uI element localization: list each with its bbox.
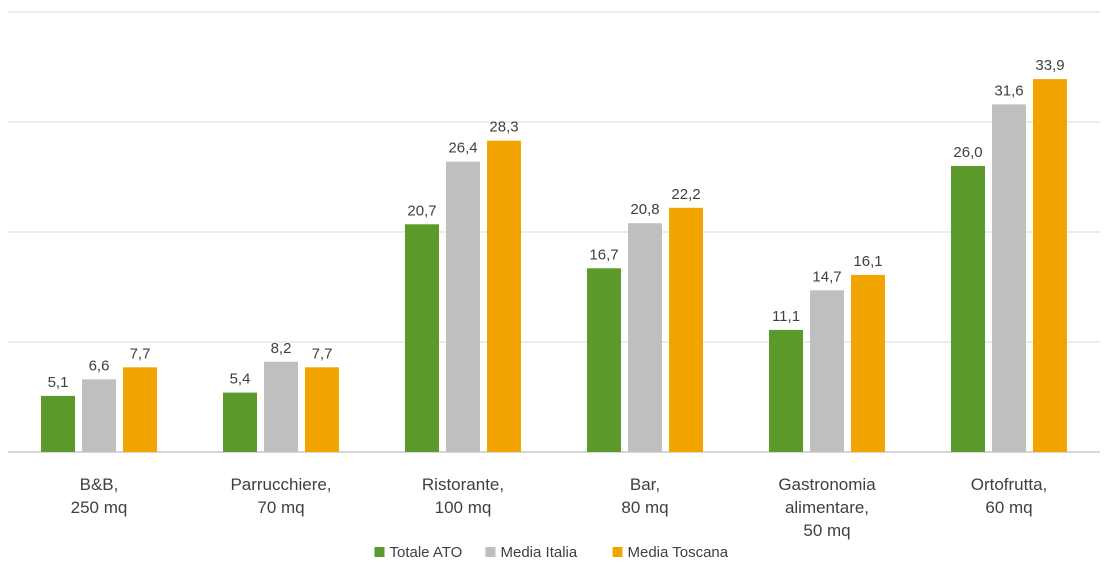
bar-media-italia bbox=[628, 223, 662, 452]
data-label: 5,1 bbox=[48, 374, 69, 391]
bar-totale-ato bbox=[769, 329, 803, 452]
legend-item-totale-ato: Totale ATO bbox=[374, 544, 463, 561]
bar-totale-ato bbox=[405, 224, 439, 452]
bar-totale-ato bbox=[951, 166, 985, 452]
x-tick-label: Parrucchiere, 70 mq bbox=[230, 475, 331, 517]
legend-swatch bbox=[374, 547, 385, 557]
legend-item-media-italia: Media Italia bbox=[485, 544, 578, 561]
data-label: 5,4 bbox=[230, 371, 251, 388]
bar-totale-ato bbox=[41, 395, 75, 452]
data-label: 20,7 bbox=[407, 202, 436, 219]
data-label: 26,4 bbox=[448, 140, 477, 157]
data-label: 11,1 bbox=[772, 308, 800, 325]
legend-item-media-toscana: Media Toscana bbox=[612, 544, 729, 561]
bar-media-toscana bbox=[123, 367, 157, 452]
x-tick-label: Gastronomia alimentare, 50 mq bbox=[778, 475, 876, 540]
bar-media-toscana bbox=[669, 207, 703, 452]
x-tick-label: Ristorante, 100 mq bbox=[422, 475, 504, 517]
data-label: 7,7 bbox=[130, 345, 151, 362]
bar-media-italia bbox=[446, 161, 480, 452]
data-label: 22,2 bbox=[671, 186, 700, 203]
bar-media-toscana bbox=[487, 140, 521, 452]
data-label: 31,6 bbox=[994, 82, 1023, 99]
x-axis-labels: B&B, 250 mq Parrucchiere, 70 mq Ristorante, 1… bbox=[71, 475, 1048, 540]
bar-media-toscana bbox=[1033, 79, 1067, 452]
bar-media-toscana bbox=[305, 367, 339, 452]
data-label: 16,7 bbox=[589, 246, 618, 263]
data-label: 28,3 bbox=[489, 119, 518, 136]
data-labels: 5,1 6,6 7,7 5,4 8,2 7,7 20,7 26,4 28,3 16,7 20,8 22… bbox=[48, 57, 1065, 391]
bar-media-italia bbox=[264, 361, 298, 452]
legend: Totale ATO Media Italia Media Toscana bbox=[374, 544, 729, 561]
legend-label: Media Italia bbox=[501, 544, 578, 561]
data-label: 6,6 bbox=[89, 357, 110, 374]
bar-media-italia bbox=[810, 290, 844, 452]
legend-swatch bbox=[612, 547, 623, 557]
x-tick-label: Bar, 80 mq bbox=[621, 475, 668, 517]
bar-totale-ato bbox=[587, 268, 621, 452]
bar-totale-ato bbox=[223, 392, 257, 452]
bar-media-toscana bbox=[851, 274, 885, 452]
bar-media-italia bbox=[82, 379, 116, 452]
data-label: 26,0 bbox=[953, 144, 982, 161]
data-label: 16,1 bbox=[853, 253, 882, 270]
data-label: 33,9 bbox=[1035, 57, 1064, 74]
legend-label: Totale ATO bbox=[390, 544, 463, 561]
data-label: 7,7 bbox=[312, 345, 333, 362]
x-tick-label: Ortofrutta, 60 mq bbox=[971, 475, 1048, 517]
bar-media-italia bbox=[992, 104, 1026, 453]
legend-swatch bbox=[485, 547, 496, 557]
legend-label: Media Toscana bbox=[628, 544, 729, 561]
data-label: 14,7 bbox=[812, 268, 841, 285]
data-label: 20,8 bbox=[630, 201, 659, 218]
x-tick-label: B&B, 250 mq bbox=[71, 475, 128, 517]
data-label: 8,2 bbox=[271, 340, 292, 357]
bars bbox=[41, 79, 1067, 453]
gridlines bbox=[8, 11, 1100, 453]
